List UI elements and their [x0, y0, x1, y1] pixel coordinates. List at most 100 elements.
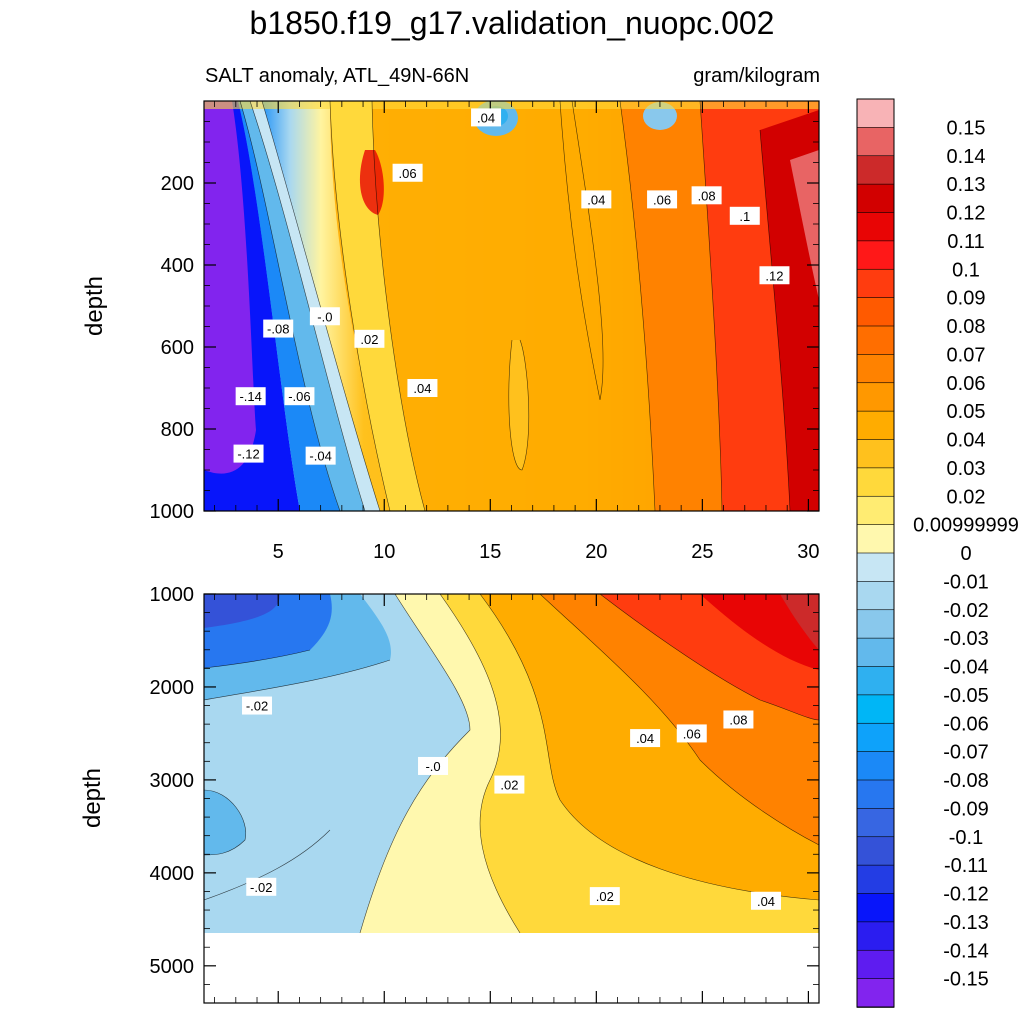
- contour-label-text: .1: [739, 209, 750, 224]
- y-tick-label: 1000: [150, 584, 195, 606]
- contour-label-text: -.02: [250, 880, 272, 895]
- colorbar-label: -0.13: [943, 912, 989, 934]
- contour-label: .02: [354, 329, 385, 348]
- contour-label-box: [242, 696, 273, 715]
- contour-label: -.08: [263, 319, 294, 338]
- contour-label-text: .06: [653, 192, 671, 207]
- colorbar-label: 0.1: [952, 259, 980, 281]
- contour-label-box: [246, 877, 277, 896]
- colorbar-label: 0: [960, 543, 971, 565]
- colorbar-swatch: [856, 439, 895, 469]
- contour-label-text: -.02: [246, 699, 268, 714]
- colorbar-swatch: [856, 978, 895, 1008]
- contour-label: -.02: [242, 696, 273, 715]
- contour-label: .08: [691, 186, 722, 205]
- colorbar-swatch: [856, 98, 895, 129]
- colorbar-label: -0.12: [943, 884, 989, 906]
- colorbar-swatch: [856, 694, 895, 725]
- colorbar-label: 0.00999999: [913, 515, 1019, 537]
- contour-label: -.0: [418, 756, 449, 775]
- colorbar-frame: [856, 98, 895, 1008]
- contour-label-box: [305, 446, 336, 465]
- colorbar-label: -0.15: [943, 969, 989, 991]
- colorbar-swatch: [856, 779, 895, 810]
- colorbar-label: 0.07: [947, 344, 986, 366]
- lower-contour-labels: -.02 -.0 .02 .04 .06 .08 -.02 .02 .04: [242, 696, 781, 910]
- contour-label: .06: [647, 190, 678, 209]
- colorbar-swatch: [856, 240, 895, 271]
- contour-label-text: -.14: [239, 389, 261, 404]
- colorbar-label: 0.06: [947, 373, 986, 395]
- colorbar-swatch: [856, 524, 895, 554]
- colorbar-swatch: [856, 581, 895, 611]
- y-tick-label: 3000: [150, 770, 195, 792]
- contour-label: .02: [494, 775, 525, 794]
- colorbar-swatch: [856, 382, 895, 412]
- contour-label: .04: [581, 190, 612, 209]
- contour-label-box: [354, 329, 385, 348]
- colorbar-swatch: [856, 893, 895, 923]
- lower-field: [204, 594, 819, 933]
- contour-label-box: [647, 190, 678, 209]
- contour-label-box: [723, 710, 754, 729]
- colorbar-swatch: [856, 212, 895, 242]
- contour-label-text: -.12: [237, 447, 259, 462]
- colorbar-swatch: [856, 297, 895, 327]
- colorbar-label: -0.03: [943, 628, 989, 650]
- contour-label-box: [589, 887, 620, 906]
- colorbar-swatch: [856, 666, 895, 696]
- contour-label-box: [407, 379, 438, 397]
- upper-x-axis: 5 10 15 20 25 30: [214, 101, 820, 563]
- colorbar-label: -0.04: [943, 657, 989, 679]
- contour-label-box: [392, 163, 423, 182]
- contour-label-text: .02: [500, 778, 518, 793]
- colorbar: 0.15 0.14 0.13 0.12 0.11 0.1 0.09 0.08 0.07 0.06 0…: [856, 98, 1019, 1008]
- contour-label-text: .04: [636, 731, 654, 746]
- colorbar-label: 0.03: [947, 458, 986, 480]
- contour-label-box: [691, 186, 722, 205]
- colorbar-label: 0.09: [947, 288, 986, 310]
- y-tick-label: 800: [161, 419, 194, 441]
- colorbar-swatch: [856, 325, 895, 356]
- colorbar-label: 0.12: [947, 203, 986, 225]
- colorbar-label: -0.02: [943, 600, 989, 622]
- x-tick-label: 25: [691, 541, 713, 563]
- colorbar-swatch: [856, 836, 895, 866]
- contour-label: -.04: [305, 446, 336, 465]
- contour-label-text: -.0: [317, 309, 332, 324]
- x-tick-label: 15: [479, 541, 501, 563]
- contour-label: .1: [729, 206, 760, 225]
- upper-y-axis: 200 400 600 800 1000: [150, 121, 819, 523]
- colorbar-label: -0.07: [943, 742, 989, 764]
- contour-label: -.06: [284, 387, 315, 406]
- y-tick-label: 1000: [150, 501, 195, 523]
- colorbar-label: 0.02: [947, 486, 986, 508]
- contour-label-box: [729, 206, 760, 225]
- colorbar-swatch: [856, 354, 895, 384]
- lower-x-axis: [214, 594, 809, 1003]
- colorbar-swatch: [856, 467, 895, 498]
- contour-label: .04: [630, 729, 661, 748]
- contour-label: .08: [723, 710, 754, 729]
- colorbar-label: -0.01: [943, 571, 989, 593]
- contour-label-box: [309, 307, 340, 326]
- colorbar-label: -0.1: [949, 827, 983, 849]
- contour-label: .04: [471, 108, 502, 127]
- colorbar-swatch: [856, 637, 895, 668]
- contour-label-text: .12: [765, 268, 783, 283]
- upper-contour-labels: .04 .06 .04 .06 .08 .1 .12 -.08 -.0 .02 -.14 -.06 .0…: [233, 108, 790, 465]
- contour-label-box: [581, 190, 612, 209]
- contour-label: .04: [750, 891, 781, 910]
- colorbar-label: 0.13: [947, 174, 986, 196]
- contour-label-text: .04: [757, 894, 775, 909]
- contour-label-box: [284, 387, 315, 406]
- contour-label-text: -.06: [288, 389, 310, 404]
- x-tick-label: 5: [273, 541, 284, 563]
- colorbar-swatch: [856, 722, 895, 753]
- colorbar-swatch: [856, 127, 895, 157]
- colorbar-label: 0.04: [947, 430, 986, 452]
- lower-y-label: depth: [79, 768, 106, 828]
- contour-label-text: .02: [596, 889, 614, 904]
